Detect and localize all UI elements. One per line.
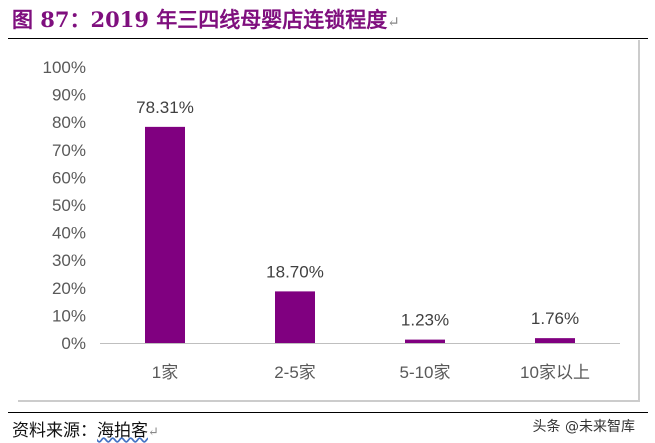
data-label: 78.31%	[136, 98, 194, 117]
bar	[275, 291, 315, 343]
data-label: 1.23%	[401, 311, 449, 330]
y-tick-label: 60%	[52, 168, 86, 187]
figure-title: 图 87：2019 年三四线母婴店连锁程度↵	[12, 7, 400, 32]
y-tick-label: 50%	[52, 196, 86, 215]
y-tick-label: 30%	[52, 251, 86, 270]
top-rule	[8, 38, 648, 39]
y-tick-label: 20%	[52, 279, 86, 298]
data-label: 1.76%	[531, 309, 579, 328]
source-note: 资料来源：海拍客↵	[12, 421, 159, 441]
data-label: 18.70%	[266, 262, 324, 281]
y-tick-label: 70%	[52, 141, 86, 160]
x-tick-label: 5-10家	[399, 363, 450, 382]
watermark: 头条 @未来智库	[532, 419, 635, 435]
y-tick-label: 40%	[52, 224, 86, 243]
bar	[145, 126, 185, 343]
bar	[535, 338, 575, 343]
y-tick-label: 80%	[52, 113, 86, 132]
y-tick-label: 100%	[43, 58, 86, 77]
x-tick-label: 10家以上	[520, 363, 590, 382]
y-tick-label: 90%	[52, 86, 86, 105]
y-tick-label: 0%	[61, 334, 86, 353]
bar	[405, 339, 445, 343]
y-tick-label: 10%	[52, 306, 86, 325]
x-tick-label: 1家	[152, 363, 178, 382]
x-tick-label: 2-5家	[274, 363, 316, 382]
bottom-rule	[8, 412, 648, 413]
